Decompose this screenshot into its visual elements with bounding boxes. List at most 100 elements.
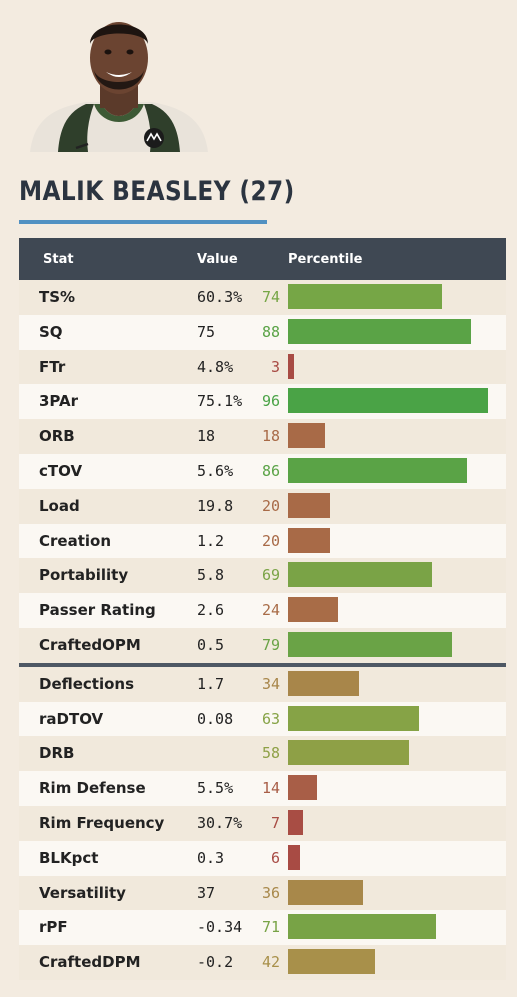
percentile-value: 58 <box>261 744 280 763</box>
table-row: Portability 5.8 69 <box>19 558 506 594</box>
stat-value: 0.3 <box>197 848 225 867</box>
percentile-value: 14 <box>261 779 280 798</box>
stat-label: Creation <box>39 531 111 550</box>
percentile-bar <box>288 353 295 379</box>
stat-label: Rim Frequency <box>39 813 165 832</box>
stat-value: 5.8 <box>197 566 225 585</box>
percentile-bar <box>288 670 359 696</box>
stat-value: 5.5% <box>197 779 234 798</box>
percentile-value: 88 <box>261 322 280 341</box>
stat-value: 75.1% <box>197 392 243 411</box>
percentile-bar <box>288 388 488 414</box>
table-row: Deflections 1.7 34 <box>19 666 506 702</box>
percentile-bar <box>288 844 301 870</box>
offense-section: TS% 60.3% 74 SQ 75 88 FTr 4.8% 3 3PAr 75.1% 96 ORB 18… <box>19 280 506 663</box>
table-row: 3PAr 75.1% 96 <box>19 384 506 420</box>
percentile-value: 69 <box>261 566 280 585</box>
percentile-bar <box>288 457 467 483</box>
percentile-value: 96 <box>261 392 280 411</box>
stat-value: 4.8% <box>197 357 234 376</box>
percentile-value: 24 <box>261 601 280 620</box>
stat-value: -0.34 <box>197 918 243 937</box>
percentile-value: 20 <box>261 531 280 550</box>
title-underline <box>19 220 267 224</box>
stat-value: 18 <box>197 427 216 446</box>
percentile-value: 7 <box>270 813 280 832</box>
table-row: BLKpct 0.3 6 <box>19 840 506 876</box>
percentile-bar <box>288 527 330 553</box>
percentile-bar <box>288 492 330 518</box>
table-row: Rim Defense 5.5% 14 <box>19 771 506 806</box>
percentile-value: 79 <box>261 635 280 654</box>
table-row: SQ 75 88 <box>19 314 506 350</box>
table-header: Stat Value Percentile <box>19 238 506 280</box>
percentile-bar <box>288 318 472 344</box>
stat-label: SQ <box>39 322 63 341</box>
header-percentile: Percentile <box>288 252 363 267</box>
table-row: rPF -0.34 71 <box>19 910 506 946</box>
percentile-bar <box>288 914 436 940</box>
table-row: CraftedOPM 0.5 79 <box>19 627 506 663</box>
header-stat: Stat <box>43 252 74 267</box>
percentile-value: 74 <box>261 288 280 306</box>
stat-value: 0.08 <box>197 709 234 728</box>
percentile-value: 34 <box>261 674 280 693</box>
stat-label: DRB <box>39 744 75 763</box>
stat-label: Portability <box>39 566 129 585</box>
table-row: TS% 60.3% 74 <box>19 280 506 315</box>
percentile-bar <box>288 705 420 731</box>
stats-table: Stat Value Percentile TS% 60.3% 74 SQ 75 88 FT… <box>19 238 506 980</box>
percentile-value: 18 <box>261 427 280 446</box>
stat-label: rPF <box>39 918 68 937</box>
stat-value: 2.6 <box>197 601 225 620</box>
percentile-value: 20 <box>261 496 280 515</box>
stat-label: FTr <box>39 357 66 376</box>
stat-value: 30.7% <box>197 813 243 832</box>
table-row: raDTOV 0.08 63 <box>19 701 506 737</box>
stat-label: 3PAr <box>39 392 79 411</box>
percentile-bar <box>288 740 409 766</box>
stat-label: TS% <box>39 288 76 306</box>
stat-value: 1.7 <box>197 674 225 693</box>
stat-label: CraftedDPM <box>39 953 141 972</box>
table-row: DRB 58 <box>19 736 506 772</box>
defense-section: Deflections 1.7 34 raDTOV 0.08 63 DRB 58 Rim Def… <box>19 666 506 980</box>
percentile-value: 6 <box>270 848 280 867</box>
percentile-bar <box>288 809 303 835</box>
table-row: Passer Rating 2.6 24 <box>19 593 506 628</box>
percentile-bar <box>288 775 318 801</box>
table-row: cTOV 5.6% 86 <box>19 453 506 489</box>
stat-value: 1.2 <box>197 531 225 550</box>
stat-label: Deflections <box>39 674 135 693</box>
table-row: Versatility 37 36 <box>19 875 506 911</box>
percentile-value: 86 <box>261 461 280 480</box>
percentile-bar <box>288 597 338 623</box>
stat-value: 0.5 <box>197 635 225 654</box>
stat-label: Versatility <box>39 883 126 902</box>
stat-label: Rim Defense <box>39 779 146 798</box>
stat-value: -0.2 <box>197 953 234 972</box>
percentile-bar <box>288 423 326 449</box>
player-photo <box>28 8 210 152</box>
stat-label: ORB <box>39 427 75 446</box>
table-row: FTr 4.8% 3 <box>19 349 506 385</box>
stat-value: 60.3% <box>197 288 243 306</box>
percentile-value: 63 <box>261 709 280 728</box>
percentile-value: 71 <box>261 918 280 937</box>
section-divider <box>19 662 506 667</box>
stat-value: 37 <box>197 883 216 902</box>
stat-label: CraftedOPM <box>39 635 141 654</box>
percentile-value: 3 <box>270 357 280 376</box>
stat-value: 5.6% <box>197 461 234 480</box>
percentile-bar <box>288 879 363 905</box>
table-row: ORB 18 18 <box>19 419 506 454</box>
table-row: CraftedDPM -0.2 42 <box>19 945 506 980</box>
table-row: Load 19.8 20 <box>19 488 506 524</box>
stat-value: 19.8 <box>197 496 234 515</box>
percentile-bar <box>288 631 453 657</box>
table-row: Creation 1.2 20 <box>19 523 506 559</box>
stat-value: 75 <box>197 322 216 341</box>
percentile-bar <box>288 949 376 975</box>
percentile-bar <box>288 562 432 588</box>
stat-label: raDTOV <box>39 709 104 728</box>
